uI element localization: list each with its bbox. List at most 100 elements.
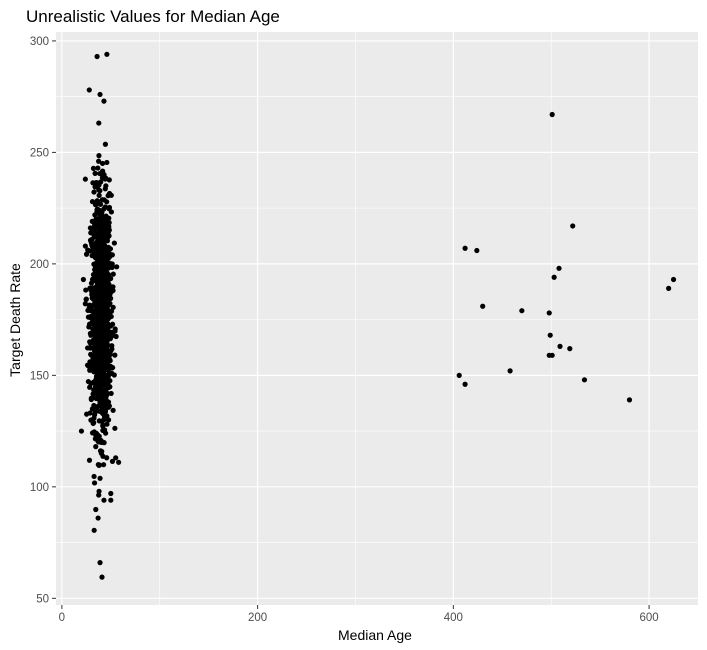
x-axis: 0 200 400 600 <box>59 605 659 624</box>
scatter-point <box>99 574 105 580</box>
scatter-point <box>109 458 116 464</box>
scatter-point <box>100 423 106 429</box>
scatter-point <box>105 328 111 335</box>
scatter-point <box>96 234 103 241</box>
scatter-point <box>104 51 110 57</box>
scatter-point <box>86 321 93 327</box>
scatter-point <box>91 326 97 332</box>
scatter-point <box>95 165 101 171</box>
scatter-point <box>95 462 101 468</box>
scatter-point <box>98 220 104 226</box>
scatter-point <box>551 274 557 280</box>
scatter-point <box>82 176 88 182</box>
scatter-point <box>110 407 116 413</box>
scatter-point <box>97 91 103 98</box>
scatter-point <box>519 308 525 314</box>
scatter-point <box>91 189 97 195</box>
scatter-point <box>102 141 109 147</box>
scatter-point <box>101 428 107 434</box>
scatter-point <box>110 329 116 336</box>
scatter-point <box>106 233 112 239</box>
scatter-point <box>97 560 103 566</box>
y-tick-label: 200 <box>30 259 49 271</box>
scatter-point <box>91 232 97 238</box>
scatter-point <box>110 271 116 277</box>
scatter-point <box>87 339 93 345</box>
x-axis-title: Median Age <box>338 627 412 643</box>
scatter-point <box>96 187 102 193</box>
grid-minor <box>56 32 698 605</box>
scatter-point <box>92 412 98 418</box>
scatter-point <box>581 377 588 383</box>
scatter-point <box>90 420 96 427</box>
scatter-point <box>102 366 108 372</box>
scatter-point <box>108 390 114 397</box>
scatter-point <box>462 381 468 387</box>
scatter-point <box>101 301 107 307</box>
scatter-point <box>98 268 104 274</box>
scatter-point <box>94 53 100 60</box>
scatter-point <box>104 455 110 461</box>
scatter-point <box>96 120 102 126</box>
scatter-point <box>101 497 107 503</box>
scatter-point <box>92 170 98 176</box>
y-tick-label: 250 <box>30 147 49 159</box>
scatter-point <box>95 356 101 363</box>
y-axis-title: Target Death Rate <box>7 263 23 377</box>
y-tick-label: 100 <box>30 482 49 494</box>
scatter-point <box>90 352 96 358</box>
scatter-point <box>98 307 104 313</box>
scatter-point <box>98 364 104 370</box>
scatter-point <box>88 237 94 243</box>
scatter-point <box>113 333 119 340</box>
scatter-point <box>108 313 114 320</box>
scatter-point <box>93 290 99 296</box>
scatter-point <box>96 391 102 397</box>
scatter-point <box>83 251 90 257</box>
scatter-point <box>91 473 97 480</box>
scatter-point <box>85 247 91 253</box>
scatter-point <box>96 158 102 164</box>
scatter-point <box>106 177 112 183</box>
scatter-point <box>112 425 118 431</box>
scatter-point <box>87 410 93 416</box>
scatter-point <box>96 370 102 377</box>
scatter-point <box>113 455 119 461</box>
scatter-point <box>93 444 99 450</box>
scatter-point <box>557 343 563 349</box>
scatter-point <box>112 352 118 358</box>
scatter-point <box>103 312 109 318</box>
y-axis: 50 100 150 200 250 300 <box>30 36 56 605</box>
scatter-point <box>104 262 110 268</box>
scatter-point <box>549 111 555 118</box>
scatter-point <box>96 492 102 498</box>
scatter-point <box>99 160 106 167</box>
y-tick-label: 150 <box>30 370 49 382</box>
scatter-point <box>109 365 115 371</box>
scatter-point <box>114 264 120 270</box>
scatter-point <box>96 153 102 159</box>
scatter-point <box>102 294 108 300</box>
scatter-point <box>93 285 100 291</box>
scatter-point <box>100 462 107 468</box>
scatter-point <box>92 381 99 387</box>
scatter-point <box>101 174 107 180</box>
scatter-point <box>102 204 108 210</box>
scatter-point <box>507 368 513 374</box>
scatter-point <box>99 197 105 203</box>
scatter-point <box>106 333 112 339</box>
scatter-point <box>97 170 103 177</box>
scatter-point <box>105 380 111 386</box>
scatter-point <box>99 312 105 318</box>
scatter-point <box>89 307 95 314</box>
y-tick-label: 50 <box>36 593 49 605</box>
scatter-point <box>92 363 98 369</box>
grid-major <box>56 32 698 605</box>
scatter-point <box>108 497 114 503</box>
scatter-point <box>83 296 89 303</box>
scatter-point <box>104 199 110 205</box>
scatter-point <box>474 247 480 254</box>
scatter-point <box>106 254 113 260</box>
chart-title: Unrealistic Values for Median Age <box>26 7 280 26</box>
